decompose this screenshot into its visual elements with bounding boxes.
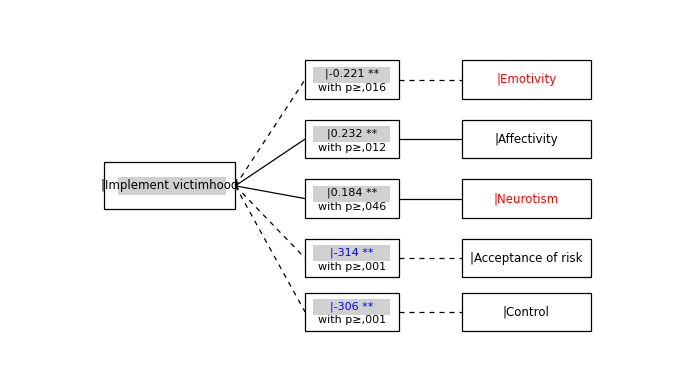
- Text: with p≥,001: with p≥,001: [318, 262, 386, 272]
- FancyBboxPatch shape: [462, 293, 591, 331]
- Text: |Emotivity: |Emotivity: [496, 73, 556, 86]
- FancyBboxPatch shape: [462, 180, 591, 218]
- FancyBboxPatch shape: [313, 67, 390, 83]
- Text: with p≥,001: with p≥,001: [318, 315, 386, 325]
- FancyBboxPatch shape: [462, 120, 591, 158]
- FancyBboxPatch shape: [118, 177, 226, 195]
- FancyBboxPatch shape: [313, 299, 390, 315]
- FancyBboxPatch shape: [305, 293, 399, 331]
- Text: |Acceptance of risk: |Acceptance of risk: [470, 252, 583, 265]
- Text: with p≥,016: with p≥,016: [318, 83, 386, 93]
- FancyBboxPatch shape: [305, 180, 399, 218]
- FancyBboxPatch shape: [313, 185, 390, 202]
- Text: |Implement victimhood: |Implement victimhood: [101, 179, 238, 192]
- FancyBboxPatch shape: [313, 126, 390, 142]
- Text: |0.184 **: |0.184 **: [327, 188, 377, 198]
- Text: with p≥,012: with p≥,012: [318, 142, 386, 152]
- FancyBboxPatch shape: [313, 245, 390, 261]
- FancyBboxPatch shape: [462, 239, 591, 277]
- FancyBboxPatch shape: [305, 120, 399, 158]
- Text: |-314 **: |-314 **: [330, 248, 374, 258]
- FancyBboxPatch shape: [462, 60, 591, 99]
- Text: |-0.221 **: |-0.221 **: [325, 69, 379, 79]
- Text: |-306 **: |-306 **: [330, 301, 374, 312]
- Text: |0.232 **: |0.232 **: [327, 128, 377, 139]
- Text: |Control: |Control: [503, 305, 549, 318]
- FancyBboxPatch shape: [305, 239, 399, 277]
- Text: |Affectivity: |Affectivity: [494, 132, 558, 146]
- FancyBboxPatch shape: [305, 60, 399, 99]
- Text: with p≥,046: with p≥,046: [318, 202, 386, 212]
- Text: |Neurotism: |Neurotism: [493, 192, 559, 205]
- FancyBboxPatch shape: [104, 162, 235, 209]
